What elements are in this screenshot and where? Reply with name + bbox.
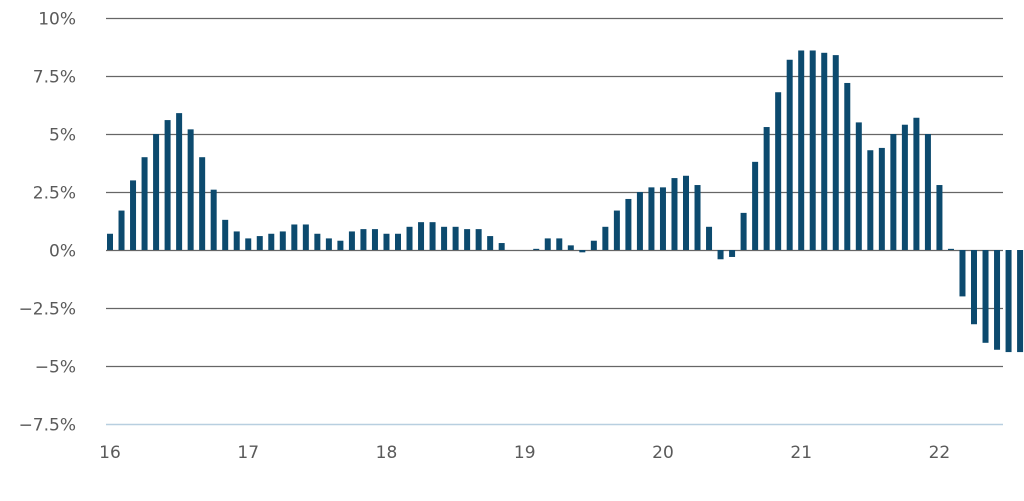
bar — [752, 161, 759, 250]
bar — [706, 226, 713, 250]
bar — [107, 233, 113, 250]
y-tick-label: 10% — [38, 10, 76, 30]
bar — [636, 192, 643, 250]
bar — [809, 50, 816, 251]
gridlines — [106, 17, 1003, 426]
bar — [279, 231, 286, 250]
x-tick-label: 21 — [790, 443, 812, 463]
bar — [291, 224, 298, 250]
bar — [337, 240, 344, 250]
bar — [544, 238, 551, 250]
bar — [210, 189, 217, 250]
bar — [556, 238, 563, 250]
bar — [855, 122, 862, 250]
bar — [118, 210, 125, 250]
bar — [141, 157, 148, 250]
bar — [164, 120, 171, 250]
bar — [487, 236, 494, 250]
y-tick-label: −7.5% — [19, 416, 76, 436]
bar — [567, 245, 574, 250]
x-tick-label: 16 — [99, 443, 121, 463]
bar — [740, 212, 747, 250]
bar — [464, 229, 471, 250]
bar — [867, 150, 874, 250]
bar — [418, 222, 425, 250]
y-tick-label: 5% — [49, 126, 76, 146]
bar — [325, 238, 332, 250]
bar — [775, 92, 782, 251]
bar — [498, 243, 505, 250]
bar — [936, 185, 943, 250]
bar — [613, 210, 620, 250]
bar — [533, 248, 540, 250]
bar — [348, 231, 355, 250]
bar — [947, 248, 954, 250]
bar — [659, 187, 666, 250]
bar — [579, 250, 586, 253]
bar — [314, 233, 321, 250]
bar — [671, 178, 678, 250]
bar — [383, 233, 390, 250]
bar — [821, 52, 828, 250]
bar — [395, 233, 401, 250]
bar — [683, 175, 689, 250]
bar — [429, 222, 436, 250]
bars — [107, 50, 1024, 353]
bar — [959, 250, 966, 297]
bar — [475, 229, 482, 250]
y-tick-label: −5% — [35, 358, 76, 378]
bar — [602, 226, 609, 250]
bar — [1005, 250, 1012, 353]
bar — [441, 226, 448, 250]
bar — [786, 59, 793, 251]
bar — [199, 157, 206, 250]
bar — [890, 134, 897, 250]
bar — [832, 55, 839, 251]
bar — [913, 117, 920, 250]
bar — [694, 185, 701, 250]
bar — [268, 233, 275, 250]
bar — [302, 224, 309, 250]
bar — [187, 129, 194, 250]
y-tick-label: 7.5% — [33, 68, 76, 88]
bar — [763, 127, 770, 250]
bar — [233, 231, 240, 250]
bar — [994, 250, 1001, 350]
bar — [130, 180, 137, 250]
bar — [924, 134, 931, 250]
bar — [798, 50, 805, 251]
bar — [1017, 250, 1024, 353]
bar — [971, 250, 977, 325]
bar — [222, 219, 229, 250]
bar — [878, 147, 885, 250]
y-axis-labels: 10% 7.5% 5% 2.5% 0% −2.5% −5% −7.5% — [19, 10, 76, 436]
bar — [452, 226, 459, 250]
bar — [153, 134, 160, 250]
bar — [901, 124, 908, 250]
bar — [245, 238, 252, 250]
bar — [176, 113, 183, 251]
bar — [717, 250, 724, 260]
bar — [625, 198, 632, 250]
x-tick-label: 20 — [652, 443, 674, 463]
bar — [844, 82, 851, 251]
bar — [590, 240, 597, 250]
x-tick-label: 19 — [514, 443, 536, 463]
bar — [371, 229, 378, 250]
x-tick-label: 22 — [929, 443, 951, 463]
bar — [256, 236, 263, 250]
x-axis-labels: 1617181920212223 — [99, 443, 951, 463]
x-tick-label: 18 — [376, 443, 398, 463]
y-tick-label: 2.5% — [33, 184, 76, 204]
bar — [360, 229, 367, 250]
bar — [648, 187, 655, 250]
bar — [729, 250, 736, 257]
y-tick-label: −2.5% — [19, 300, 76, 320]
bar — [406, 226, 413, 250]
y-tick-label: 0% — [49, 242, 76, 262]
bar — [982, 250, 989, 343]
x-tick-label: 17 — [237, 443, 259, 463]
